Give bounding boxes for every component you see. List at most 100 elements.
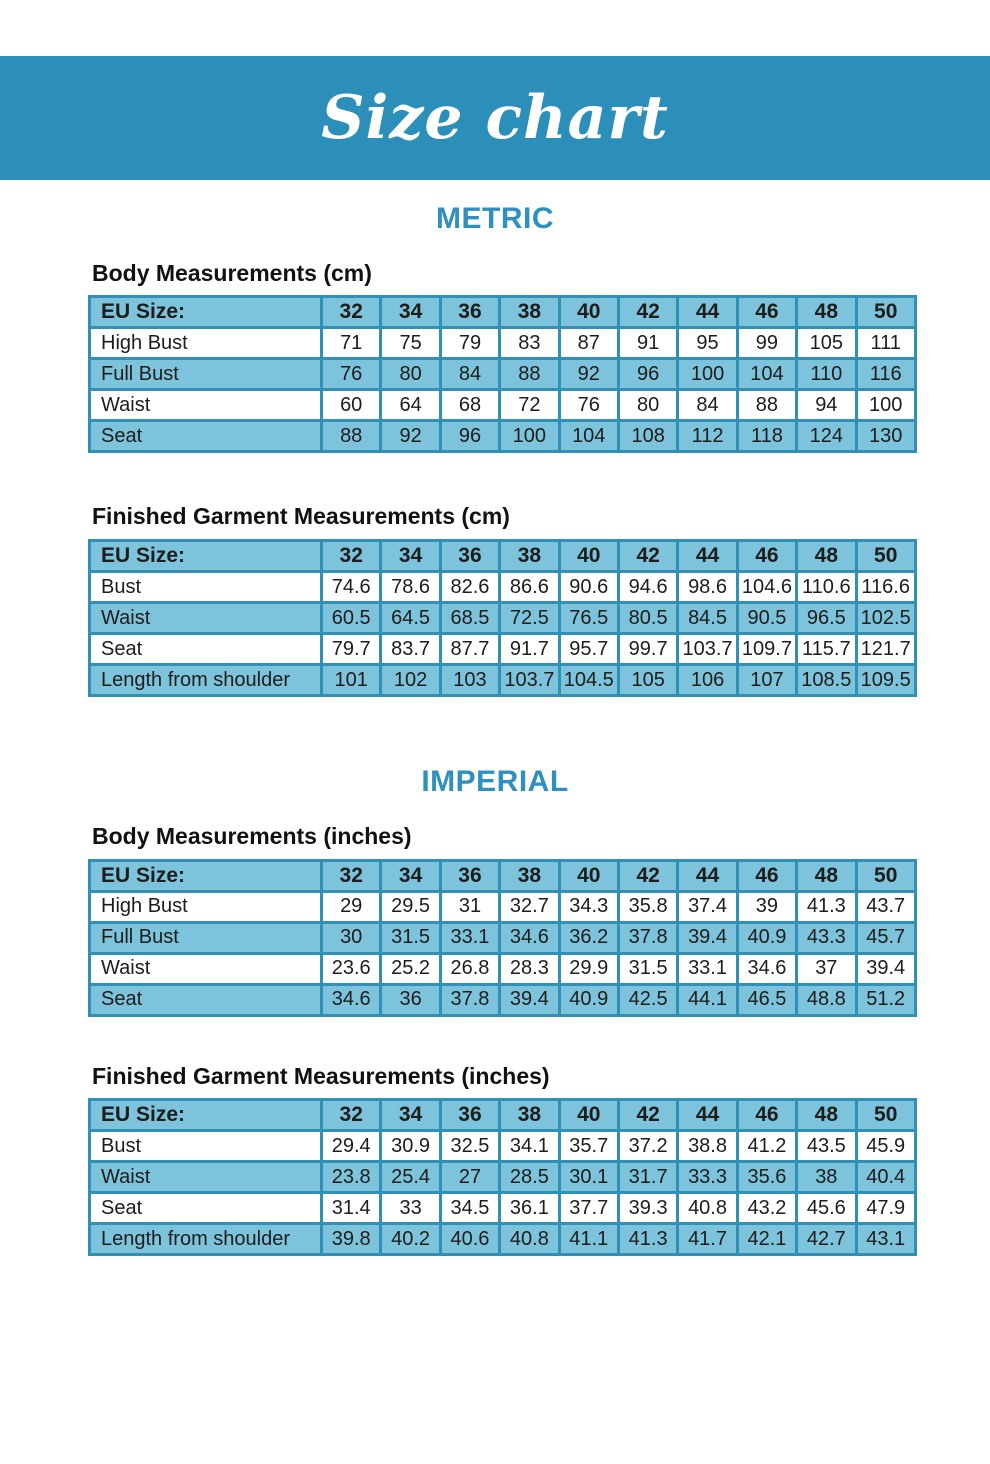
table-title-body-cm: Body Measurements (cm) xyxy=(92,259,372,286)
measurement-value: 40.8 xyxy=(676,1191,739,1226)
finished-garment-cm-table: EU Size: 32 34 36 38 40 42 44 46 48 50 Bust 74.6 78.6… xyxy=(88,539,917,698)
measurement-value: 37 xyxy=(795,951,858,986)
measurement-value: 82.6 xyxy=(438,570,502,605)
measurement-value: 111 xyxy=(854,326,917,361)
measurement-value: 88 xyxy=(735,388,799,423)
measurement-value: 68.5 xyxy=(438,601,502,636)
size-column-header: 38 xyxy=(498,539,561,574)
measurement-value: 64 xyxy=(379,388,442,423)
measurement-value: 103.7 xyxy=(498,663,561,698)
measurement-value: 39.8 xyxy=(319,1222,383,1257)
size-column-header: 34 xyxy=(379,539,442,574)
measurement-value: 104.6 xyxy=(735,570,799,605)
size-column-header: 36 xyxy=(438,295,502,330)
measurement-value: 34.6 xyxy=(498,920,561,955)
eu-size-header-label: EU Size: xyxy=(88,1098,323,1133)
measurement-value: 88 xyxy=(319,419,383,454)
measurement-value: 108 xyxy=(616,419,680,454)
row-label: Seat xyxy=(88,1191,323,1226)
measurement-value: 80.5 xyxy=(616,601,680,636)
size-column-header: 48 xyxy=(795,1098,858,1133)
section-heading-metric: METRIC xyxy=(436,202,554,235)
eu-size-header-label: EU Size: xyxy=(88,295,323,330)
measurement-value: 33 xyxy=(379,1191,442,1226)
table-row: Full Bust 76 80 84 88 92 96 100 104 110 116 xyxy=(88,357,917,392)
size-column-header: 38 xyxy=(498,295,561,330)
measurement-value: 30.9 xyxy=(379,1129,442,1164)
row-label: Seat xyxy=(88,419,323,454)
measurement-value: 84 xyxy=(676,388,739,423)
metric-section: METRIC Body Measurements (cm) EU Size: 32… xyxy=(0,202,990,698)
measurement-value: 43.5 xyxy=(795,1129,858,1164)
measurement-value: 40.8 xyxy=(498,1222,561,1257)
measurement-value: 76 xyxy=(319,357,383,392)
measurement-value: 109.7 xyxy=(735,632,799,667)
measurement-value: 76 xyxy=(557,388,620,423)
size-column-header: 44 xyxy=(676,539,739,574)
page: { "banner": { "title": "Size chart", "bg… xyxy=(0,56,990,1464)
size-column-header: 42 xyxy=(616,858,680,893)
measurement-value: 115.7 xyxy=(795,632,858,667)
measurement-value: 116 xyxy=(854,357,917,392)
size-column-header: 46 xyxy=(735,295,799,330)
measurement-value: 124 xyxy=(795,419,858,454)
table-row: High Bust 29 29.5 31 32.7 34.3 35.8 37.4 39 41.3 4… xyxy=(88,889,917,924)
measurement-value: 27 xyxy=(438,1160,502,1195)
measurement-value: 110 xyxy=(795,357,858,392)
measurement-value: 28.3 xyxy=(498,951,561,986)
size-header-row: EU Size: 32 34 36 38 40 42 44 46 48 50 xyxy=(88,539,917,574)
measurement-value: 80 xyxy=(379,357,442,392)
measurement-value: 105 xyxy=(795,326,858,361)
measurement-value: 29.9 xyxy=(557,951,620,986)
measurement-value: 101 xyxy=(319,663,383,698)
measurement-value: 37.4 xyxy=(676,889,739,924)
measurement-value: 110.6 xyxy=(795,570,858,605)
title-banner: Size chart xyxy=(0,56,990,180)
measurement-value: 94 xyxy=(795,388,858,423)
measurement-value: 36.2 xyxy=(557,920,620,955)
measurement-value: 98.6 xyxy=(676,570,739,605)
size-column-header: 44 xyxy=(676,1098,739,1133)
measurement-value: 42.5 xyxy=(616,982,680,1017)
measurement-value: 64.5 xyxy=(379,601,442,636)
measurement-value: 86.6 xyxy=(498,570,561,605)
table-row: Length from shoulder 39.8 40.2 40.6 40.8 41.1… xyxy=(88,1222,917,1257)
row-label: Waist xyxy=(88,951,323,986)
measurement-value: 112 xyxy=(676,419,739,454)
measurement-value: 76.5 xyxy=(557,601,620,636)
measurement-value: 94.6 xyxy=(616,570,680,605)
measurement-value: 40.2 xyxy=(379,1222,442,1257)
size-column-header: 50 xyxy=(854,295,917,330)
size-column-header: 44 xyxy=(676,295,739,330)
size-column-header: 50 xyxy=(854,858,917,893)
measurement-value: 96 xyxy=(616,357,680,392)
measurement-value: 23.8 xyxy=(319,1160,383,1195)
measurement-value: 95 xyxy=(676,326,739,361)
measurement-value: 43.1 xyxy=(854,1222,917,1257)
measurement-value: 35.8 xyxy=(616,889,680,924)
size-column-header: 38 xyxy=(498,1098,561,1133)
measurement-value: 31.5 xyxy=(379,920,442,955)
measurement-value: 32.7 xyxy=(498,889,561,924)
measurement-value: 45.6 xyxy=(795,1191,858,1226)
measurement-value: 43.7 xyxy=(854,889,917,924)
finished-garment-inches-block: Finished Garment Measurements (inches) E… xyxy=(88,1063,917,1257)
measurement-value: 31.5 xyxy=(616,951,680,986)
eu-size-header-label: EU Size: xyxy=(88,539,323,574)
measurement-value: 74.6 xyxy=(319,570,383,605)
measurement-value: 31.7 xyxy=(616,1160,680,1195)
measurement-value: 90.5 xyxy=(735,601,799,636)
size-column-header: 46 xyxy=(735,1098,799,1133)
size-column-header: 42 xyxy=(616,539,680,574)
row-label: Length from shoulder xyxy=(88,663,323,698)
measurement-value: 29.5 xyxy=(379,889,442,924)
measurement-value: 41.3 xyxy=(795,889,858,924)
table-row: Seat 79.7 83.7 87.7 91.7 95.7 99.7 103.7 109.7 11… xyxy=(88,632,917,667)
table-title-finished-cm: Finished Garment Measurements (cm) xyxy=(92,503,510,530)
row-label: Full Bust xyxy=(88,357,323,392)
measurement-value: 42.1 xyxy=(735,1222,799,1257)
measurement-value: 39.4 xyxy=(676,920,739,955)
size-column-header: 36 xyxy=(438,1098,502,1133)
measurement-value: 79.7 xyxy=(319,632,383,667)
size-column-header: 32 xyxy=(319,539,383,574)
